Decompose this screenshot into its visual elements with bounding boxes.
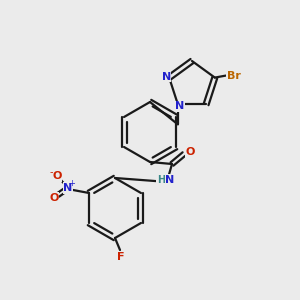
Text: O: O [52,171,62,181]
Text: H: H [157,175,165,185]
Text: +: + [69,178,76,188]
Text: Br: Br [227,70,241,81]
Text: -: - [49,167,53,177]
Text: N: N [161,72,171,82]
Text: N: N [63,183,73,193]
Text: N: N [175,101,184,111]
Text: N: N [165,175,175,185]
Text: O: O [185,147,195,157]
Text: F: F [117,252,125,262]
Text: O: O [49,193,59,203]
